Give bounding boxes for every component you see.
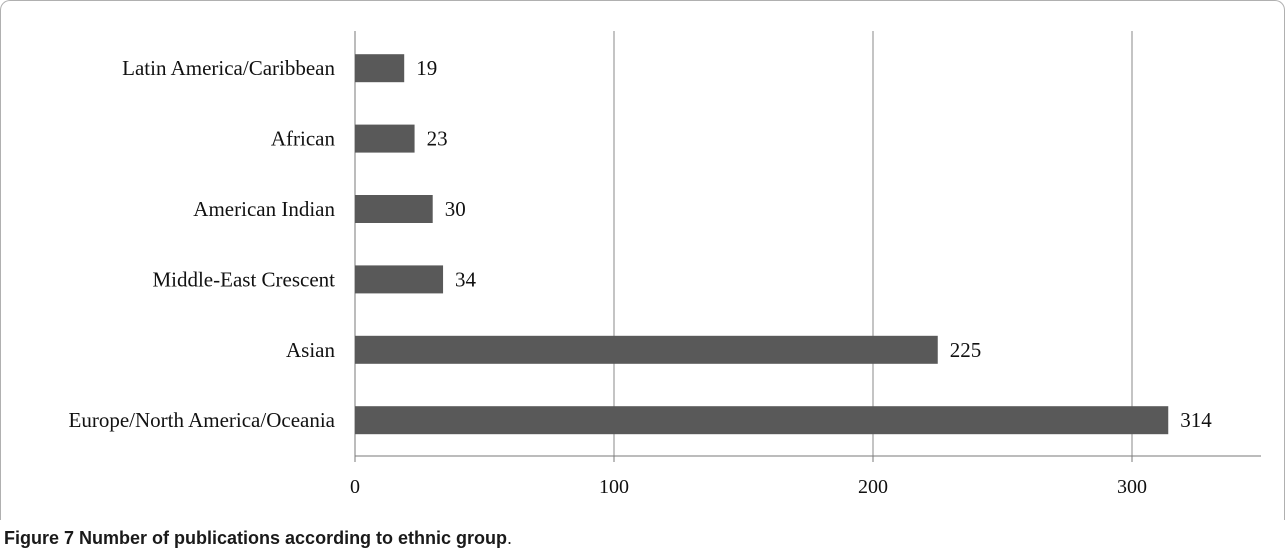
category-label-5: Europe/North America/Oceania bbox=[69, 408, 336, 432]
category-label-0: Latin America/Caribbean bbox=[122, 56, 335, 80]
figure-frame: 0 100 200 300 Latin America/Caribbean 19 Afric… bbox=[0, 0, 1285, 520]
value-label-1: 23 bbox=[427, 127, 448, 151]
figure-caption: Figure 7 Number of publications accordin… bbox=[4, 528, 512, 549]
figure-label: Figure 7 bbox=[4, 528, 75, 548]
caption-period: . bbox=[507, 528, 513, 548]
bar-0 bbox=[355, 54, 405, 83]
x-tick-label-0: 0 bbox=[350, 476, 360, 498]
bar-2 bbox=[355, 195, 433, 223]
category-label-2: American Indian bbox=[193, 197, 335, 221]
value-label-4: 225 bbox=[950, 338, 982, 362]
category-label-3: Middle-East Crescent bbox=[152, 267, 335, 291]
bar-5 bbox=[355, 406, 1169, 435]
value-label-0: 19 bbox=[416, 56, 437, 80]
bar-3 bbox=[355, 265, 444, 294]
bar-4 bbox=[355, 335, 938, 364]
value-label-3: 34 bbox=[455, 267, 477, 291]
value-label-2: 30 bbox=[445, 197, 466, 221]
category-label-1: African bbox=[271, 127, 336, 151]
category-label-4: Asian bbox=[286, 338, 335, 362]
x-tick-label-200: 200 bbox=[858, 476, 888, 498]
value-label-5: 314 bbox=[1180, 408, 1212, 432]
bar-1 bbox=[355, 124, 415, 153]
x-tick-label-300: 300 bbox=[1117, 476, 1147, 498]
x-tick-label-100: 100 bbox=[599, 476, 629, 498]
figure-caption-text: Number of publications according to ethn… bbox=[79, 528, 508, 548]
bar-chart: 0 100 200 300 Latin America/Caribbean 19 Afric… bbox=[69, 31, 1261, 498]
